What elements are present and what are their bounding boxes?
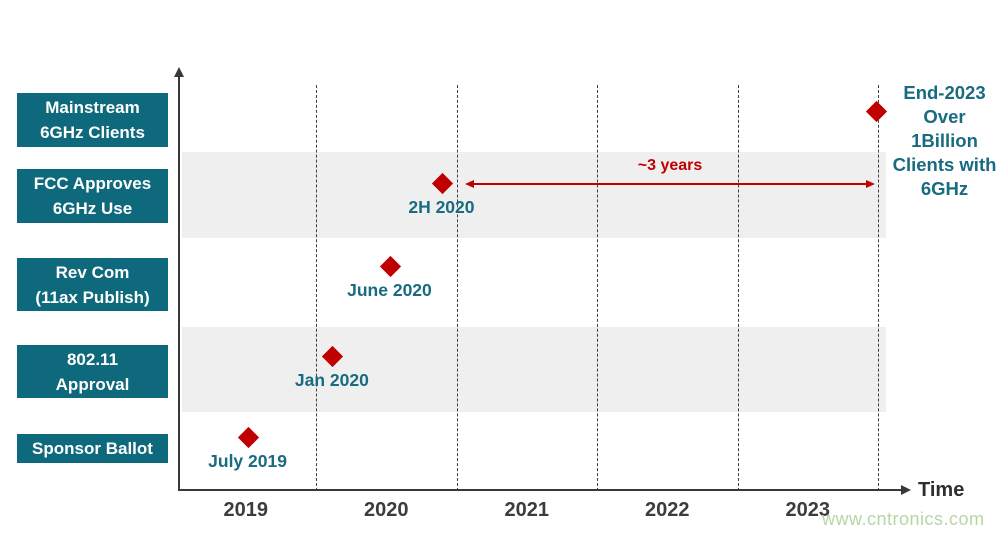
category-box-label: FCC Approves xyxy=(33,174,152,193)
annotation-arrowhead-left-icon xyxy=(465,179,475,188)
year-gridline xyxy=(456,85,458,491)
callout-line: End-2023 xyxy=(903,82,986,103)
category-box: 802.11 Approval xyxy=(17,345,168,398)
milestone-label: June 2020 xyxy=(347,280,432,300)
category-box-label: Rev Com xyxy=(55,262,130,282)
x-axis-title: Time xyxy=(918,479,965,501)
y-axis-arrowhead-icon xyxy=(174,67,184,77)
category-box-label: 802.11 xyxy=(66,349,119,369)
category-box-label: Mainstream xyxy=(45,98,140,117)
category-box: Rev Com (11ax Publish) xyxy=(17,258,168,311)
year-gridline xyxy=(878,85,879,491)
callout-line: 1Billion xyxy=(911,130,978,151)
category-box: Sponsor Ballot xyxy=(17,434,168,463)
year-tick-label: 2020 xyxy=(364,499,409,521)
y-axis xyxy=(178,76,180,491)
milestone-label: 2H 2020 xyxy=(408,197,475,217)
x-axis xyxy=(178,489,901,491)
callout-line: 6GHz xyxy=(920,178,969,199)
milestone-label: Jan 2020 xyxy=(294,370,369,390)
year-gridline xyxy=(737,85,739,491)
milestone-diamond-icon xyxy=(379,255,402,277)
category-box-label: Approval xyxy=(55,374,130,394)
category-box-label: (11ax Publish) xyxy=(35,287,150,307)
x-axis-arrowhead-icon xyxy=(901,485,911,495)
callout-line: Over xyxy=(923,106,966,127)
category-box-label: 6GHz Use xyxy=(52,199,133,218)
watermark: www.cntronics.com xyxy=(822,509,985,529)
year-gridline xyxy=(597,85,598,491)
callout-end-2023: End-2023 Over 1Billion Clients with 6GHz xyxy=(882,81,1007,201)
annotation-arrowhead-right-icon xyxy=(865,179,875,188)
callout-line: Clients with xyxy=(892,154,997,175)
category-box-label: Sponsor Ballot xyxy=(32,439,153,458)
year-tick-label: 2019 xyxy=(223,499,269,521)
row-band xyxy=(182,327,886,412)
milestone-label: July 2019 xyxy=(208,451,287,471)
category-box: FCC Approves 6GHz Use xyxy=(17,169,168,223)
category-box: Mainstream 6GHz Clients xyxy=(17,93,168,147)
row-band xyxy=(182,152,886,238)
milestone-diamond-icon xyxy=(237,426,260,448)
year-gridline xyxy=(316,85,317,491)
year-tick-label: 2022 xyxy=(645,499,690,521)
annotation-label: ~3 years xyxy=(637,157,703,174)
annotation-arrow-line xyxy=(472,183,868,185)
category-box-label: 6GHz Clients xyxy=(40,123,145,142)
year-tick-label: 2021 xyxy=(504,499,550,521)
year-tick-label: 2023 xyxy=(785,499,831,521)
